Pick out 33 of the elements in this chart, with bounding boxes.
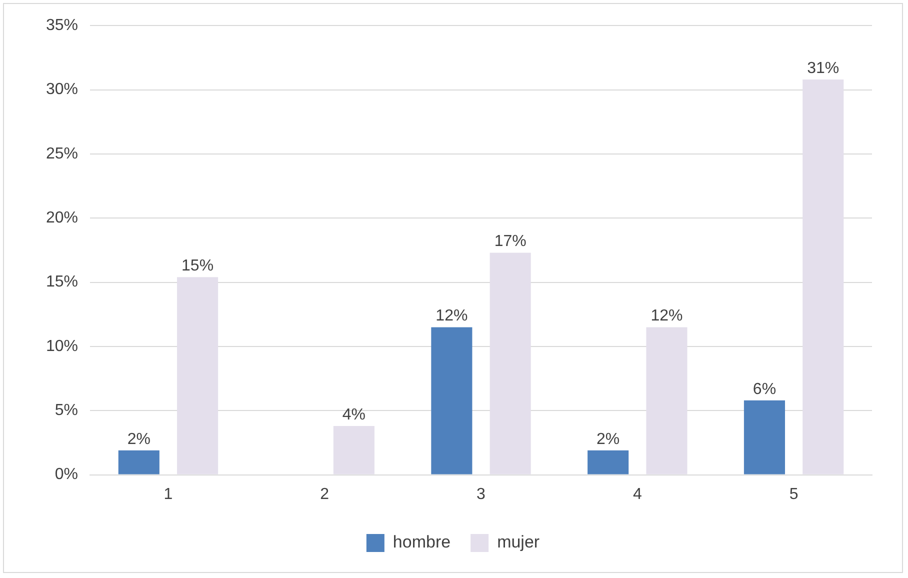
data-label: 31% xyxy=(807,60,840,77)
data-label: 6% xyxy=(752,380,776,398)
bar xyxy=(744,400,786,474)
bar xyxy=(802,80,844,474)
bar xyxy=(431,327,472,474)
bar xyxy=(588,450,629,474)
y-tick-label: 10% xyxy=(46,338,78,355)
y-tick-label: 20% xyxy=(46,210,78,227)
bar xyxy=(646,327,688,474)
bar xyxy=(333,426,374,474)
y-tick-label: 35% xyxy=(46,17,78,34)
x-tick-label: 5 xyxy=(789,486,798,503)
y-tick-label: 25% xyxy=(46,145,78,162)
bar xyxy=(118,450,160,474)
legend-label: hombre xyxy=(392,532,451,552)
y-tick-label: 30% xyxy=(46,81,78,98)
data-label: 2% xyxy=(596,430,620,448)
data-label: 4% xyxy=(342,406,366,424)
y-tick-label: 0% xyxy=(54,466,78,484)
bar xyxy=(177,277,218,474)
legend-label: mujer xyxy=(497,532,540,552)
x-tick-label: 3 xyxy=(476,486,486,503)
y-tick-label: 15% xyxy=(46,274,78,291)
x-tick-label: 4 xyxy=(632,486,642,503)
x-tick-label: 1 xyxy=(164,486,173,503)
x-tick-label: 2 xyxy=(320,486,330,503)
data-label: 17% xyxy=(494,233,526,250)
data-label: 2% xyxy=(127,430,150,448)
data-label: 12% xyxy=(650,308,683,325)
y-tick-label: 5% xyxy=(54,402,78,420)
bar xyxy=(490,252,531,474)
data-label: 15% xyxy=(182,258,214,275)
data-label: 12% xyxy=(436,308,468,325)
